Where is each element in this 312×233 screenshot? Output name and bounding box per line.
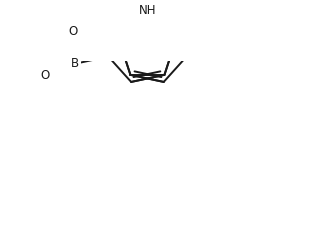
Text: NH: NH [139, 4, 156, 17]
Text: O: O [40, 69, 50, 82]
Text: B: B [71, 57, 79, 70]
Text: O: O [69, 25, 78, 38]
